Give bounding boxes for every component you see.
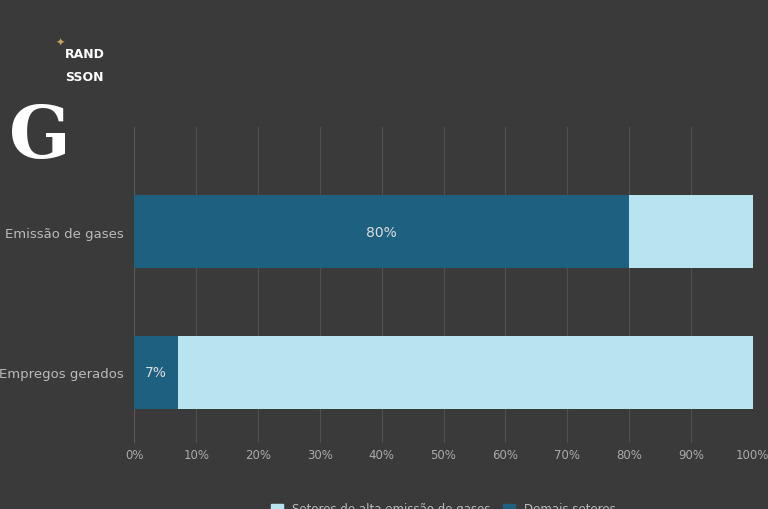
Text: SSON: SSON xyxy=(65,71,104,84)
Bar xyxy=(134,336,177,409)
Bar xyxy=(629,196,753,269)
Bar xyxy=(177,336,753,409)
Text: ✦: ✦ xyxy=(55,38,65,48)
Text: RAND: RAND xyxy=(65,48,105,61)
Text: 80%: 80% xyxy=(366,225,397,239)
Bar xyxy=(134,196,629,269)
Text: 7%: 7% xyxy=(145,365,167,380)
Text: G: G xyxy=(9,102,71,173)
Legend: Setores de alta emissão de gases, Demais setores: Setores de alta emissão de gases, Demais… xyxy=(268,499,619,509)
